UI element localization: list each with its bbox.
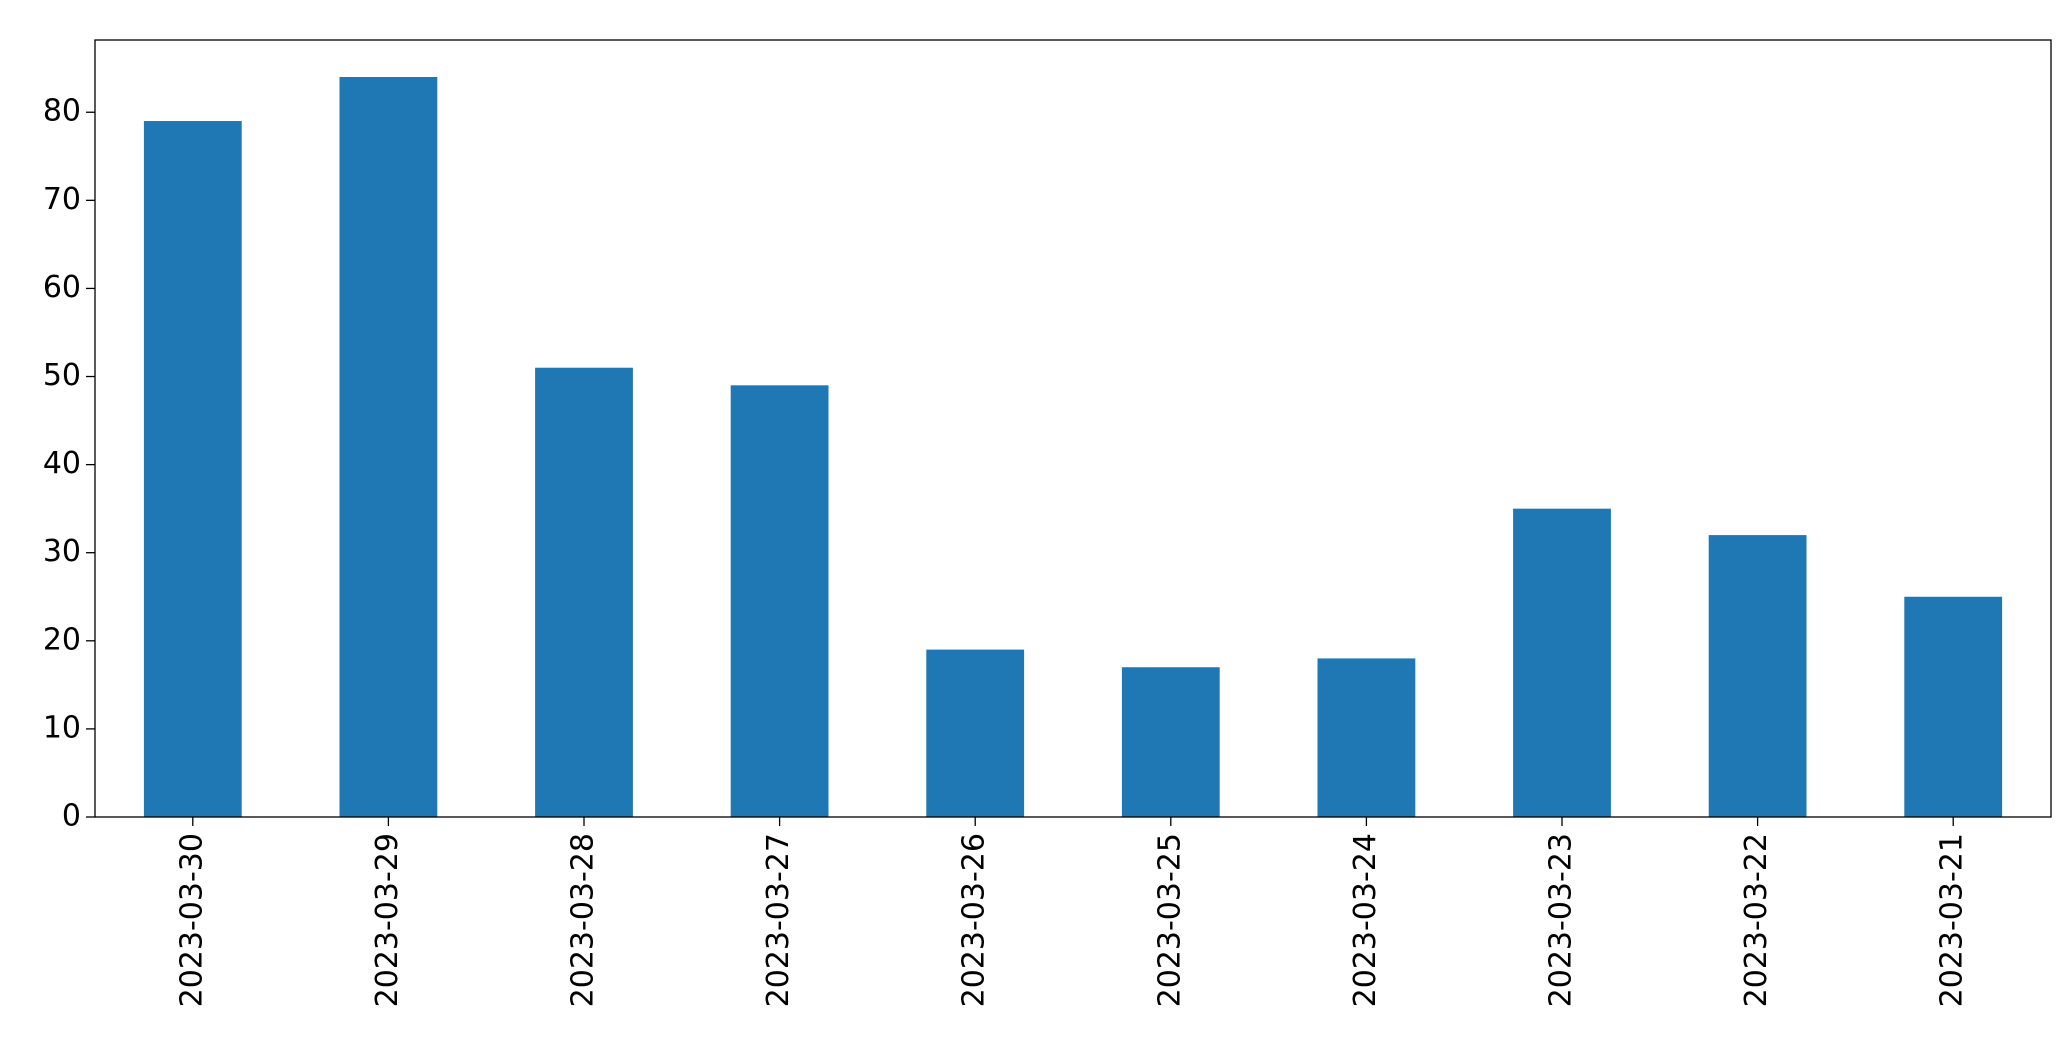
x-tick-label: 2023-03-21 xyxy=(1935,833,1970,1007)
y-tick-label: 40 xyxy=(43,446,81,481)
y-tick-label: 70 xyxy=(43,182,81,217)
bar xyxy=(926,649,1025,817)
bar xyxy=(1317,658,1416,817)
y-tick-label: 20 xyxy=(43,622,81,657)
x-tick-label: 2023-03-22 xyxy=(1739,833,1774,1007)
x-tick-label: 2023-03-23 xyxy=(1544,833,1579,1007)
bar xyxy=(730,385,829,817)
x-tick-label: 2023-03-29 xyxy=(370,833,405,1007)
x-tick-label: 2023-03-27 xyxy=(761,833,796,1007)
bar xyxy=(1708,535,1807,817)
y-tick-label: 0 xyxy=(62,799,81,834)
x-tick-label: 2023-03-26 xyxy=(957,833,992,1007)
y-tick-label: 50 xyxy=(43,358,81,393)
x-tick-label: 2023-03-24 xyxy=(1348,833,1383,1007)
y-tick-label: 30 xyxy=(43,534,81,569)
bar xyxy=(1121,667,1220,817)
plot-frame xyxy=(94,39,2052,818)
y-tick-label: 80 xyxy=(43,94,81,129)
bar xyxy=(339,77,438,817)
y-tick-label: 60 xyxy=(43,270,81,305)
bar xyxy=(535,367,633,817)
x-tick-label: 2023-03-30 xyxy=(174,833,209,1007)
x-tick-label: 2023-03-28 xyxy=(566,833,601,1007)
x-tick-label: 2023-03-25 xyxy=(1152,833,1187,1007)
bar xyxy=(1904,596,2003,817)
bar xyxy=(143,121,242,818)
bar xyxy=(1513,508,1611,817)
y-tick-label: 10 xyxy=(43,710,81,745)
